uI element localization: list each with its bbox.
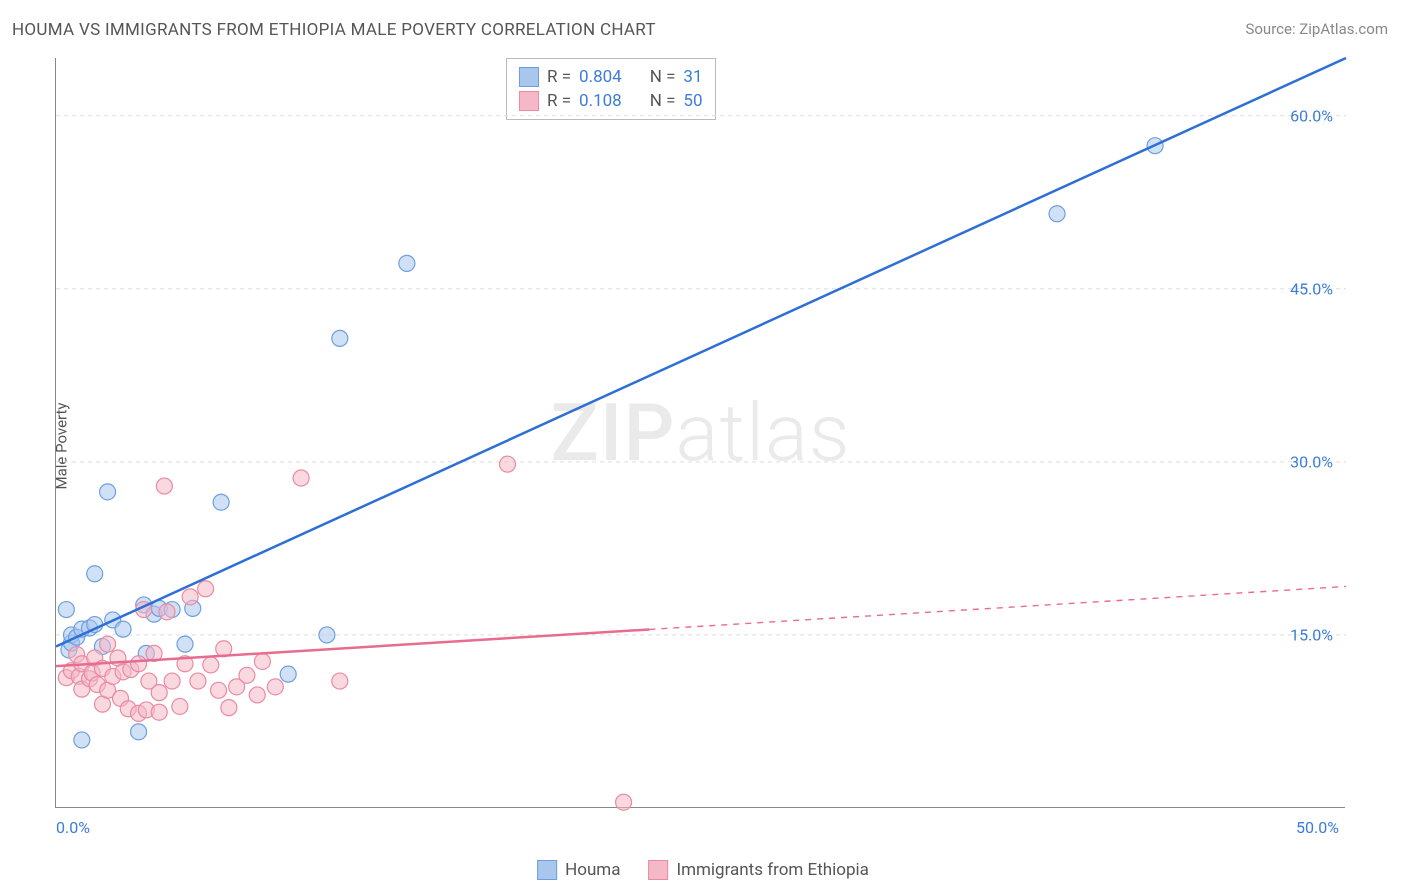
scatter-point — [399, 255, 415, 271]
scatter-point — [332, 673, 348, 689]
plot-area: ZIPatlas R = 0.804 N = 31 R = 0.108 N = … — [55, 58, 1345, 808]
x-tick-label: 0.0% — [56, 818, 90, 837]
scatter-point — [159, 604, 175, 620]
x-tick-label: 50.0% — [1296, 818, 1339, 837]
scatter-point — [211, 682, 227, 698]
scatter-point — [1049, 206, 1065, 222]
source-label: Source: ZipAtlas.com — [1245, 20, 1388, 38]
scatter-point — [58, 602, 74, 618]
scatter-point — [213, 494, 229, 510]
scatter-point — [221, 700, 237, 716]
y-tick-label: 45.0% — [1290, 279, 1333, 298]
swatch-bottom-1 — [537, 860, 557, 880]
scatter-point — [249, 687, 265, 703]
y-tick-label: 60.0% — [1290, 106, 1333, 125]
scatter-point — [87, 566, 103, 582]
scatter-point — [190, 673, 206, 689]
scatter-point — [616, 794, 632, 810]
scatter-point — [151, 704, 167, 720]
scatter-point — [131, 656, 147, 672]
scatter-point — [115, 621, 131, 637]
legend-label-2: Immigrants from Ethiopia — [676, 860, 868, 880]
scatter-point — [198, 581, 214, 597]
legend-item-1: Houma — [537, 860, 620, 880]
scatter-point — [182, 589, 198, 605]
scatter-point — [172, 698, 188, 714]
plot-svg — [56, 58, 1345, 807]
scatter-point — [254, 653, 270, 669]
scatter-point — [319, 627, 335, 643]
scatter-point — [293, 470, 309, 486]
chart-title: HOUMA VS IMMIGRANTS FROM ETHIOPIA MALE P… — [12, 20, 656, 40]
series-legend: Houma Immigrants from Ethiopia — [537, 860, 869, 880]
scatter-point — [267, 679, 283, 695]
y-tick-label: 15.0% — [1290, 625, 1333, 644]
legend-item-2: Immigrants from Ethiopia — [648, 860, 868, 880]
scatter-point — [156, 478, 172, 494]
trend-line-dashed — [649, 586, 1346, 629]
y-tick-label: 30.0% — [1290, 452, 1333, 471]
scatter-point — [100, 636, 116, 652]
legend-label-1: Houma — [565, 860, 620, 880]
scatter-point — [177, 636, 193, 652]
scatter-point — [280, 666, 296, 682]
scatter-point — [151, 685, 167, 701]
swatch-bottom-2 — [648, 860, 668, 880]
scatter-point — [239, 667, 255, 683]
scatter-point — [332, 330, 348, 346]
scatter-point — [203, 657, 219, 673]
scatter-point — [164, 673, 180, 689]
scatter-point — [131, 724, 147, 740]
scatter-point — [74, 732, 90, 748]
trend-line — [56, 58, 1346, 646]
scatter-point — [100, 484, 116, 500]
scatter-point — [500, 456, 516, 472]
